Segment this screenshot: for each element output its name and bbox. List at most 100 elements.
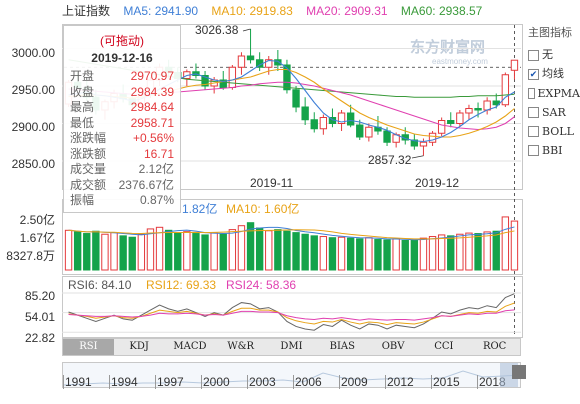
watermark-url: eastmoney.com	[432, 57, 488, 66]
checkbox-icon[interactable]	[528, 107, 539, 118]
timeline-year: 2006	[293, 375, 322, 389]
tab-cci[interactable]: CCI	[434, 341, 454, 352]
rsi6-label: RSI6: 84.10	[68, 278, 132, 292]
tooltip-key: 最低	[70, 115, 95, 130]
timeline-year: 2018	[477, 375, 506, 389]
tab-dmi[interactable]: DMI	[280, 341, 303, 352]
checkbox-icon[interactable]	[528, 126, 539, 137]
indicator-tabs: RSI KDJ MACD W&R DMI BIAS OBV CCI ROC	[62, 338, 521, 356]
timeline-drag-handle[interactable]	[512, 365, 526, 379]
checkbox-icon[interactable]	[528, 50, 539, 61]
indicator-option-label: BOLL	[542, 125, 574, 138]
tab-obv[interactable]: OBV	[381, 341, 405, 352]
date-label: 2019-11	[250, 176, 294, 190]
volume-panel[interactable]	[62, 199, 523, 275]
indicator-option[interactable]: BOLL	[528, 122, 580, 141]
price-tick: 2950.00	[11, 83, 55, 97]
timeline-year: 2003	[247, 375, 276, 389]
tooltip-row: 振幅 0.87%	[64, 193, 180, 209]
tooltip-key: 成交量	[70, 162, 107, 176]
tab-bias[interactable]: BIAS	[329, 341, 355, 352]
indicator-option-label: BBI	[542, 144, 563, 157]
indicator-option[interactable]: 无	[528, 46, 580, 65]
tooltip-value: 2376.67亿	[118, 177, 174, 192]
indicator-option-label: EXPMA	[537, 87, 580, 100]
tooltip-key: 涨跌额	[70, 146, 107, 161]
tooltip-value: 2.12亿	[138, 162, 174, 176]
ma10-label: MA10: 2919.83	[211, 4, 293, 18]
rsi-panel[interactable]	[62, 276, 523, 338]
volume-tick: 2.50亿	[19, 213, 55, 227]
timeline-year: 2009	[339, 375, 368, 389]
timeline-year: 2000	[201, 375, 230, 389]
ma-legend: 上证指数 MA5: 2941.90 MA10: 2919.83 MA20: 29…	[62, 3, 492, 19]
tooltip-row: 成交额 2376.67亿	[64, 178, 180, 194]
volume-ma10-label: MA10: 1.60亿	[226, 202, 300, 216]
tab-roc[interactable]: ROC	[482, 341, 507, 352]
tooltip-key: 收盘	[70, 84, 95, 99]
history-timeline[interactable]: 1991 1994 1997 2000 2003 2006 2009 2012 2015 2018	[62, 362, 522, 389]
tooltip-value: +0.56%	[132, 131, 174, 145]
tooltip-key: 振幅	[70, 193, 95, 207]
indicator-option-label: 无	[542, 49, 553, 61]
tab-kdj[interactable]: KDJ	[129, 341, 149, 352]
rsi-tick: 85.20	[24, 289, 55, 303]
timeline-year: 1994	[109, 375, 138, 389]
eastmoney-watermark: 东方财富网 eastmoney.com	[410, 36, 488, 66]
indicator-option[interactable]: EXPMA	[528, 84, 580, 103]
tooltip-key: 成交额	[70, 177, 107, 192]
tooltip-row: 涨跌幅 +0.56%	[64, 131, 180, 147]
ma5-label: MA5: 2941.90	[123, 4, 199, 18]
tooltip-row: 涨跌额 16.71	[64, 147, 180, 163]
tooltip-row: 开盘 2970.97	[64, 69, 180, 85]
rsi24-label: RSI24: 58.36	[226, 278, 297, 292]
tooltip-key: 开盘	[70, 69, 95, 83]
timeline-year: 2012	[385, 375, 414, 389]
menu-title: 主图指标	[528, 27, 572, 39]
tooltip-row: 最低 2958.71	[64, 116, 180, 132]
tooltip-key: 涨跌幅	[70, 131, 107, 145]
indicator-option-label: SAR	[542, 106, 566, 119]
tooltip-drag-hint: (可拖动)	[100, 34, 144, 48]
tooltip-date: 2019-12-16	[91, 51, 153, 65]
tooltip-value: 2970.97	[130, 69, 174, 83]
checkbox-icon[interactable]	[528, 88, 535, 99]
tooltip-row: 收盘 2984.39	[64, 85, 180, 101]
checkbox-icon[interactable]	[528, 145, 539, 156]
timeline-year: 1997	[155, 375, 184, 389]
checkbox-icon[interactable]: ✔	[528, 69, 539, 80]
tooltip-value: 0.87%	[139, 193, 174, 207]
low-annotation: 2857.32	[368, 153, 412, 167]
indicator-option[interactable]: ✔ 均线	[528, 65, 580, 84]
tab-wr[interactable]: W&R	[227, 341, 255, 352]
ma60-label: MA60: 2938.57	[400, 4, 483, 18]
watermark-name: 东方财富网	[410, 39, 486, 56]
volume-tick: 1.67亿	[19, 231, 55, 245]
tooltip-row: 最高 2984.64	[64, 100, 180, 116]
tooltip-row: 成交量 2.12亿	[64, 162, 180, 178]
price-tick: 2900.00	[11, 120, 55, 134]
rsi12-label: RSI12: 69.33	[146, 278, 217, 292]
index-name: 上证指数	[62, 4, 111, 18]
tooltip-value: 2984.64	[130, 100, 174, 114]
tab-rsi[interactable]: RSI	[63, 339, 114, 355]
main-indicator-menu: 主图指标 无 ✔ 均线 EXPMA SAR BOLL BBI	[528, 24, 580, 160]
indicator-option[interactable]: BBI	[528, 141, 580, 160]
tooltip-value: 2958.71	[130, 115, 174, 130]
indicator-option[interactable]: SAR	[528, 103, 580, 122]
kline-panel[interactable]	[62, 24, 523, 190]
ohlc-tooltip[interactable]: (可拖动) 2019-12-16 开盘 2970.97 收盘 2984.39 最高 298…	[63, 25, 181, 213]
date-label: 2019-12	[415, 176, 460, 190]
rsi-tick: 22.82	[24, 331, 55, 345]
ma20-label: MA20: 2909.31	[306, 4, 388, 18]
volume-ma5-label: 1.82亿	[182, 202, 218, 216]
price-tick: 2850.00	[11, 157, 55, 171]
tab-macd[interactable]: MACD	[173, 341, 207, 352]
timeline-year: 2015	[431, 375, 460, 389]
timeline-year: 1991	[63, 375, 92, 389]
price-tick: 3000.00	[11, 46, 55, 60]
volume-tick: 8327.8万	[6, 249, 55, 263]
tooltip-value: 2984.39	[130, 84, 174, 99]
rsi-tick: 54.01	[24, 310, 55, 324]
tooltip-key: 最高	[70, 100, 95, 114]
